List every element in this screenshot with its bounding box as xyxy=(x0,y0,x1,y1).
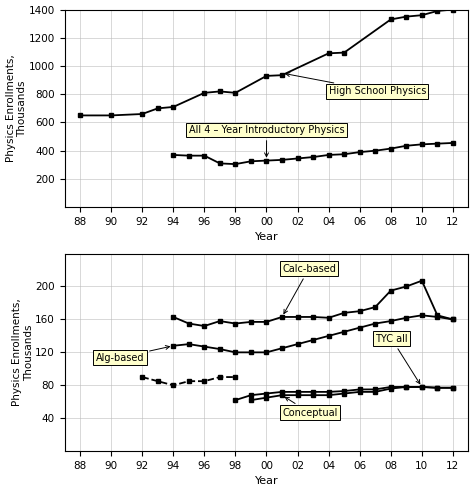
Text: Alg-based: Alg-based xyxy=(96,345,170,363)
Text: All 4 – Year Introductory Physics: All 4 – Year Introductory Physics xyxy=(189,125,345,157)
X-axis label: Year: Year xyxy=(255,232,278,243)
Text: Conceptual: Conceptual xyxy=(282,397,337,418)
Text: High School Physics: High School Physics xyxy=(286,73,426,96)
Text: Calc-based: Calc-based xyxy=(282,264,336,313)
Y-axis label: Physics Enrollments,
Thousands: Physics Enrollments, Thousands xyxy=(12,299,34,406)
X-axis label: Year: Year xyxy=(255,476,278,487)
Text: TYC all: TYC all xyxy=(375,334,420,384)
Y-axis label: Physics Enrollments,
Thousands: Physics Enrollments, Thousands xyxy=(6,55,27,162)
